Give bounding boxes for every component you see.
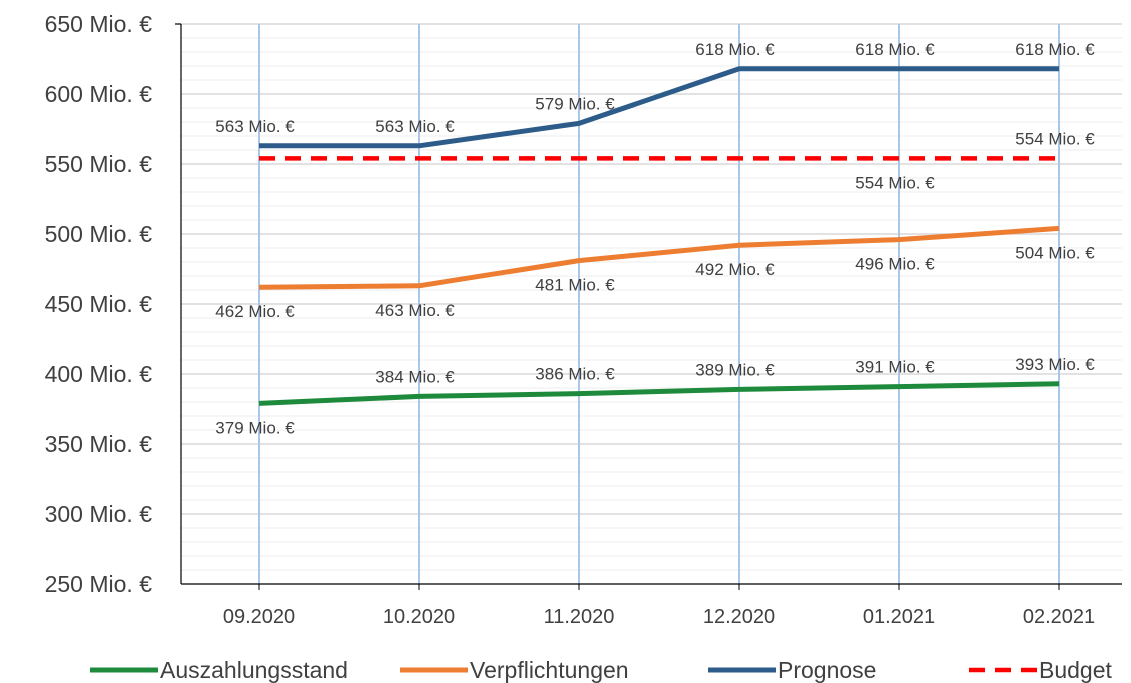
minor-gridlines [181,37,1122,571]
x-tick-label: 01.2021 [863,606,935,628]
data-label: 554 Mio. € [1015,129,1095,148]
legend-item-auszahlungsstand: Auszahlungsstand [90,657,348,683]
data-label: 554 Mio. € [855,173,935,192]
legend-item-prognose: Prognose [708,657,876,683]
legend-label: Budget [1039,657,1113,683]
x-tick-label: 10.2020 [383,606,455,628]
series-line-auszahlungsstand [258,381,1060,406]
y-axis-tick-labels: 250 Mio. € 300 Mio. € 350 Mio. € 400 Mio. €… [45,11,153,597]
y-tick-label: 350 Mio. € [45,431,153,457]
data-label: 481 Mio. € [535,276,615,295]
y-tick-label: 450 Mio. € [45,291,153,317]
legend-item-budget: Budget [969,657,1113,683]
data-label: 618 Mio. € [695,40,775,59]
data-label: 379 Mio. € [215,418,295,437]
data-label: 462 Mio. € [215,302,295,321]
x-tick-label: 09.2020 [223,606,295,628]
series-lines [258,66,1060,406]
x-tick-label: 11.2020 [544,606,615,628]
data-label: 391 Mio. € [855,358,935,377]
data-label: 384 Mio. € [375,367,455,386]
data-label: 618 Mio. € [1015,40,1095,59]
y-tick-label: 250 Mio. € [45,571,153,597]
data-label: 386 Mio. € [535,365,615,384]
data-label: 496 Mio. € [855,255,935,274]
y-tick-label: 650 Mio. € [45,11,153,37]
legend-item-verpflichtungen: Verpflichtungen [400,657,629,683]
y-tick-label: 400 Mio. € [45,361,153,387]
data-label: 618 Mio. € [855,40,935,59]
data-label: 563 Mio. € [215,117,295,136]
legend-label: Verpflichtungen [470,657,629,683]
legend: Auszahlungsstand Verpflichtungen Prognose B… [90,657,1113,683]
data-label: 463 Mio. € [375,301,455,320]
data-label: 563 Mio. € [375,117,455,136]
data-label: 579 Mio. € [535,94,615,113]
data-labels: 379 Mio. € 384 Mio. € 386 Mio. € 389 Mio. €… [215,40,1095,438]
y-tick-label: 600 Mio. € [45,81,153,107]
major-gridlines [181,23,1122,515]
series-line-verpflichtungen [258,225,1060,290]
y-tick-label: 300 Mio. € [45,501,153,527]
y-tick-label: 550 Mio. € [45,151,153,177]
data-label: 393 Mio. € [1015,355,1095,374]
data-label: 389 Mio. € [695,360,775,379]
x-tick-label: 12.2020 [703,606,775,628]
axes [175,23,1122,585]
legend-label: Auszahlungsstand [160,657,348,683]
x-tick-label: 02.2021 [1023,606,1095,628]
vertical-gridlines [258,24,1060,590]
legend-label: Prognose [778,657,876,683]
series-line-prognose [259,66,1059,149]
x-axis-tick-labels: 09.2020 10.2020 11.2020 12.2020 01.2021 02.20… [223,606,1095,628]
data-label: 492 Mio. € [695,260,775,279]
data-label: 504 Mio. € [1015,243,1095,262]
y-tick-label: 500 Mio. € [45,221,153,247]
